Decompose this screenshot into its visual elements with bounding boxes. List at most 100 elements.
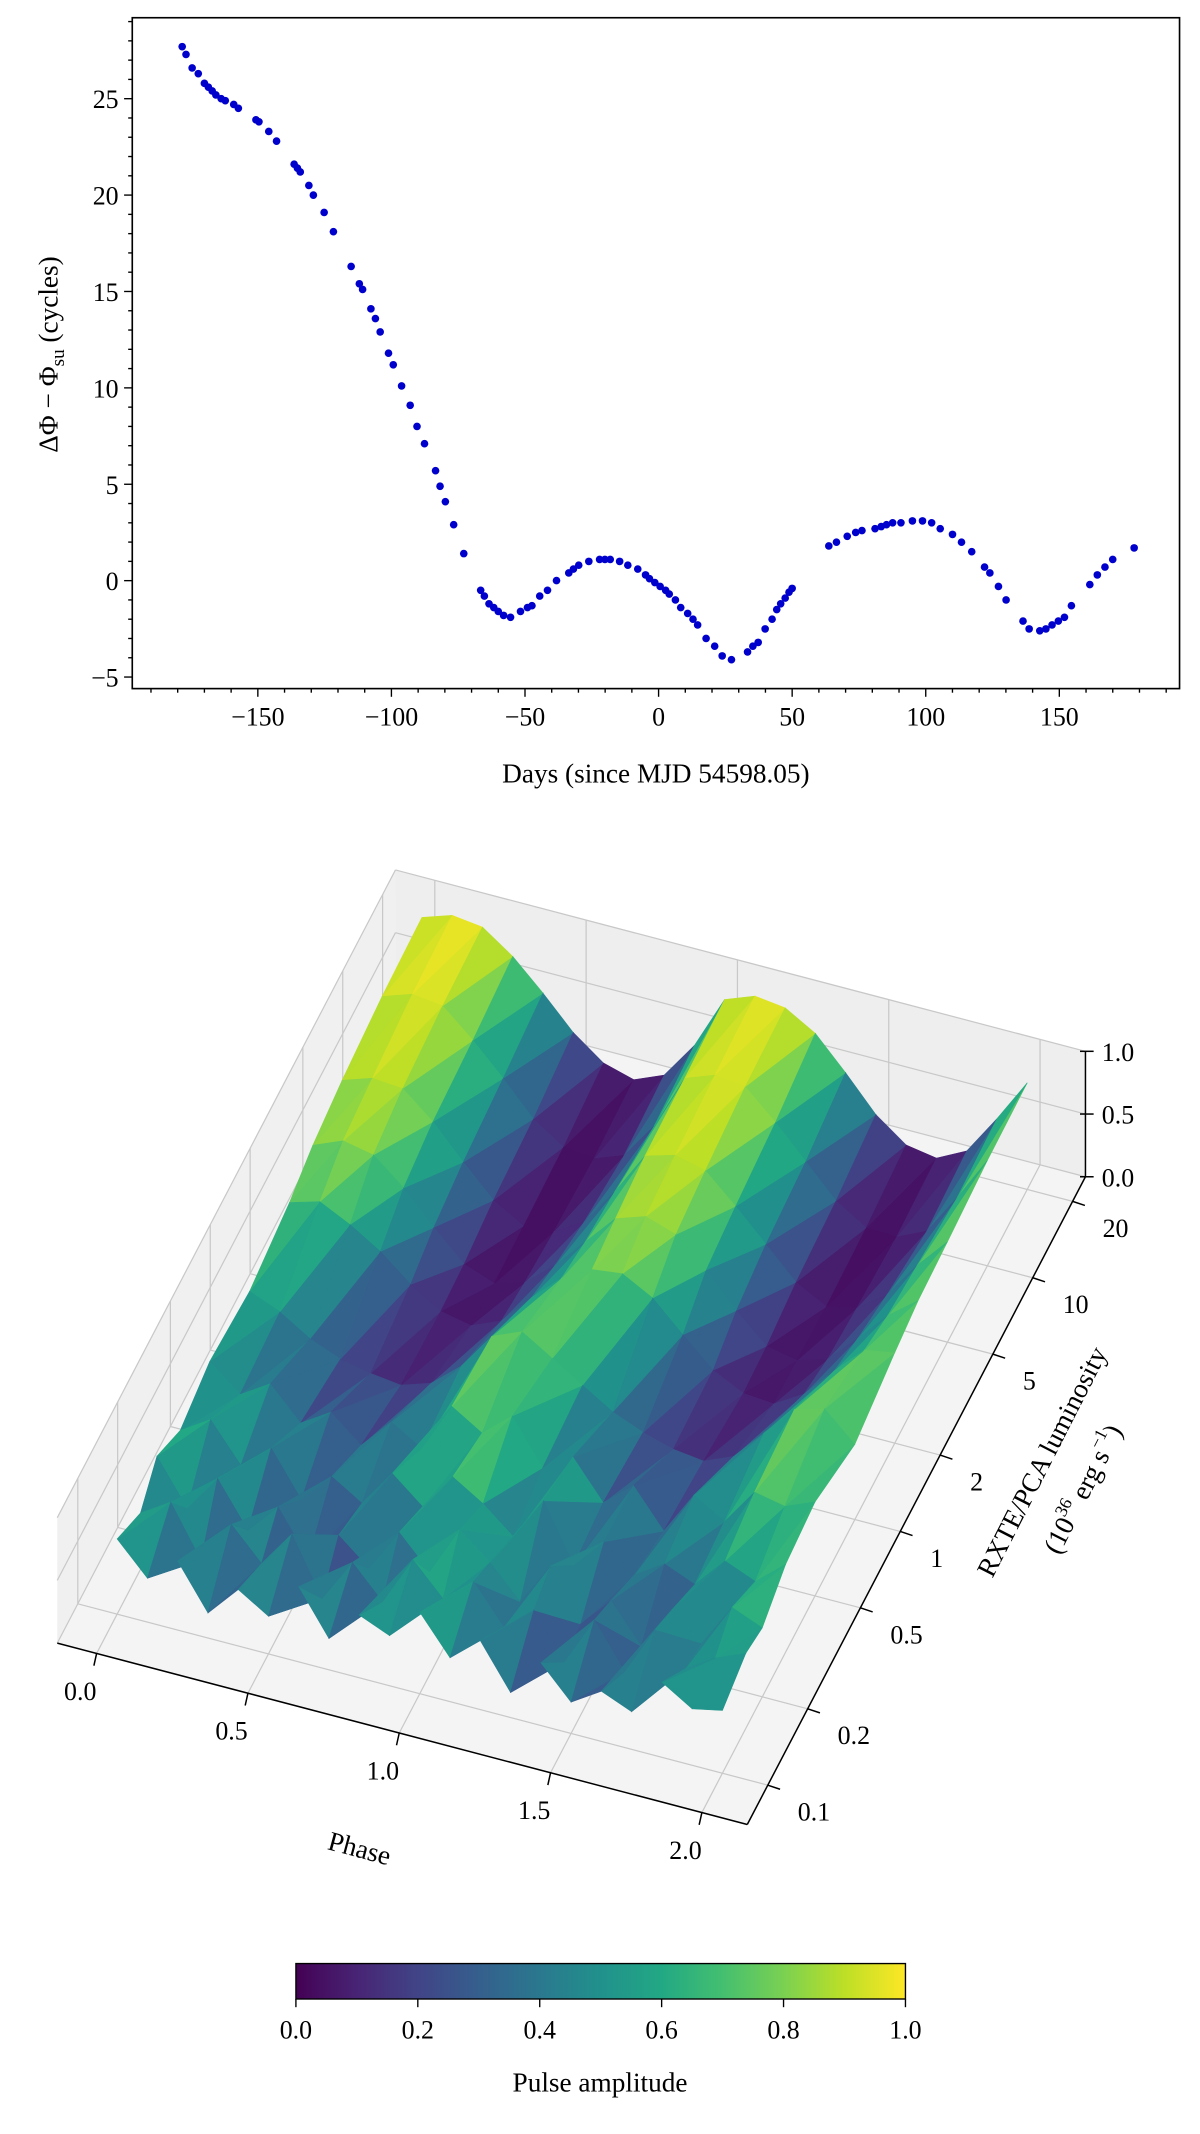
luminosity-tick-label: 2 xyxy=(970,1468,983,1497)
phase-axis-label: Phase xyxy=(325,1826,394,1871)
surface-facet xyxy=(410,1226,465,1285)
data-point xyxy=(645,574,654,583)
surface-facet xyxy=(561,1218,616,1278)
surface-facet xyxy=(582,1273,654,1386)
surface-facet xyxy=(543,1456,604,1503)
luminosity-tick-label: 5 xyxy=(1023,1367,1036,1396)
y-tick-label: −5 xyxy=(91,664,119,693)
luminosity-tick-label: 0.2 xyxy=(838,1721,870,1750)
data-point xyxy=(768,615,776,624)
surface-facet xyxy=(521,1269,593,1332)
surface-facet xyxy=(270,1411,331,1449)
phase-tick-label: 0.0 xyxy=(64,1677,96,1706)
surface-facet xyxy=(533,1565,582,1625)
surface-facet xyxy=(430,1320,503,1384)
surface-facet xyxy=(552,1269,623,1359)
surface-facet xyxy=(554,1191,615,1266)
phase-tick xyxy=(244,1693,249,1706)
data-points xyxy=(178,42,1138,664)
data-point xyxy=(212,91,220,99)
left-gridline xyxy=(56,869,396,1518)
floor-gridline xyxy=(701,1164,1041,1813)
surface-facet xyxy=(239,1311,311,1395)
luminosity-tick-label: 10 xyxy=(1063,1290,1089,1319)
unit-mid: erg s xyxy=(1062,1444,1115,1510)
surface-facet xyxy=(763,1370,835,1434)
surface-facet xyxy=(338,1473,393,1536)
data-point xyxy=(569,565,578,573)
data-point xyxy=(1108,555,1117,564)
data-point xyxy=(743,648,752,656)
surface-facet xyxy=(422,1405,483,1507)
surface-facet xyxy=(563,1062,635,1148)
phase-tick-label: 0.5 xyxy=(215,1717,247,1746)
x-tick-label: −150 xyxy=(231,702,284,731)
surface-facet xyxy=(349,1154,405,1226)
surface-facet xyxy=(156,1419,211,1457)
data-point xyxy=(615,557,624,566)
surface-facet xyxy=(482,1415,543,1505)
luminosity-tick xyxy=(1072,1200,1086,1207)
data-point xyxy=(651,578,659,587)
data-point xyxy=(776,599,785,608)
surface-facet xyxy=(714,995,786,1076)
data-point xyxy=(552,576,561,585)
data-point xyxy=(255,117,263,126)
surface-facet xyxy=(773,1359,829,1405)
surface-facet xyxy=(300,1358,372,1424)
surface-facet xyxy=(523,1146,595,1227)
x-tick-label: 100 xyxy=(906,702,945,731)
surface-facet xyxy=(672,1369,744,1450)
data-point xyxy=(389,360,398,369)
surface-facet xyxy=(472,1562,522,1603)
surface-facet xyxy=(593,1074,665,1159)
data-point xyxy=(851,528,860,537)
surface-facet xyxy=(864,1300,919,1351)
data-point xyxy=(1019,617,1027,625)
data-point xyxy=(908,517,917,525)
data-point xyxy=(832,538,841,546)
surface-facet xyxy=(179,1361,241,1432)
surface-facet xyxy=(742,1345,798,1395)
data-point xyxy=(420,439,429,448)
x-tick-label: 150 xyxy=(1040,702,1079,731)
data-point xyxy=(882,520,891,529)
surface-facet xyxy=(463,1199,525,1265)
data-point xyxy=(994,582,1003,591)
data-point xyxy=(967,547,976,556)
luminosity-tick-label: 1 xyxy=(930,1544,943,1573)
surface-facet xyxy=(735,1243,797,1312)
data-point xyxy=(1002,596,1010,604)
surface-facet xyxy=(277,1476,332,1508)
luminosity-axis-line xyxy=(746,1176,1087,1825)
surface-facet xyxy=(391,1365,462,1423)
surface-facet xyxy=(331,1421,392,1477)
data-point xyxy=(188,64,196,72)
data-point xyxy=(936,524,945,533)
surface-facet xyxy=(827,1294,888,1360)
surface-facet xyxy=(170,1478,218,1509)
surface-facet xyxy=(319,1140,374,1202)
data-point xyxy=(1048,621,1056,629)
data-point xyxy=(234,104,243,113)
surface-facet xyxy=(391,1406,452,1474)
surface-facet xyxy=(207,1523,262,1614)
surface-facet xyxy=(421,1336,492,1449)
data-point xyxy=(772,605,781,614)
surface-facet xyxy=(249,1201,321,1292)
surface-facet xyxy=(412,1529,460,1573)
data-point xyxy=(1035,626,1044,635)
data-point xyxy=(272,137,281,145)
surface-facet xyxy=(684,995,756,1079)
data-point xyxy=(825,542,833,550)
surface-facet xyxy=(298,1562,353,1599)
data-point xyxy=(986,569,994,577)
surface-facet xyxy=(513,1456,574,1537)
data-point xyxy=(918,517,927,525)
surface-facet xyxy=(412,915,483,995)
surface-facet xyxy=(674,1074,746,1156)
y-tick-label: 20 xyxy=(93,182,119,211)
luminosity-tick xyxy=(992,1353,1006,1359)
data-point xyxy=(494,607,503,616)
surface-facet xyxy=(312,1077,374,1146)
